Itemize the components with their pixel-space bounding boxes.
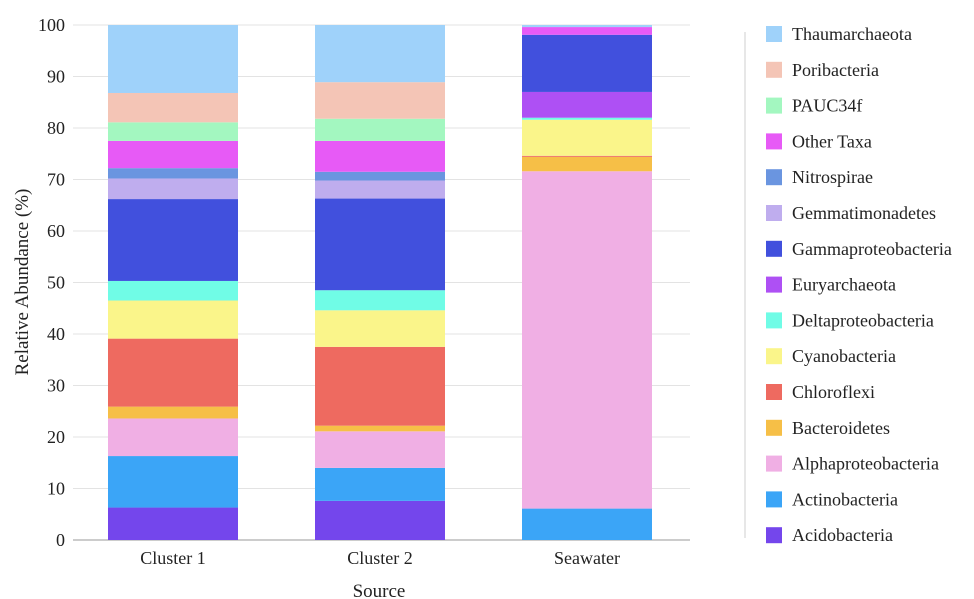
bar-segment [522, 117, 652, 120]
bar-segment [108, 456, 238, 508]
legend-swatch [766, 240, 782, 257]
bar-segment [108, 92, 238, 123]
bar-segment [108, 199, 238, 281]
bar-segment [522, 156, 652, 172]
bar-segment [108, 122, 238, 141]
legend-label: Other Taxa [792, 131, 872, 151]
bar-segment [522, 119, 652, 156]
legend-label: PAUC34f [792, 96, 862, 116]
y-tick-label: 20 [47, 427, 65, 447]
legend-label: Alphaproteobacteria [792, 454, 939, 474]
legend-swatch [766, 384, 782, 400]
legend-label: Euryarchaeota [792, 275, 896, 295]
bar-segment [108, 168, 238, 179]
bar-segment [315, 25, 445, 83]
bar-segment [315, 171, 445, 181]
legend-label: Nitrospirae [792, 167, 873, 187]
bar-segment [108, 338, 238, 407]
y-tick-label: 30 [47, 376, 65, 396]
bar-segment [315, 118, 445, 141]
x-tick-label: Seawater [554, 548, 620, 568]
legend-swatch [766, 26, 782, 42]
x-tick-label: Cluster 2 [347, 548, 413, 568]
legend-swatch [766, 97, 782, 114]
bar-segment [108, 300, 238, 339]
y-tick-label: 70 [47, 170, 65, 190]
y-tick-label: 50 [47, 273, 65, 293]
legend-label: Cyanobacteria [792, 346, 896, 366]
bars [108, 25, 652, 540]
bar-segment [522, 171, 652, 509]
legend-swatch [766, 61, 782, 78]
bar-segment [315, 82, 445, 119]
legend-swatch [766, 169, 782, 186]
y-axis-ticks: 0 10 20 30 40 50 60 70 80 90 100 [38, 15, 65, 550]
bar-segment [315, 140, 445, 172]
legend-swatch [766, 276, 782, 293]
bar-segment [315, 310, 445, 347]
legend-swatch [766, 348, 782, 365]
y-axis-title: Relative Abundance (%) [12, 189, 33, 376]
bar-segment [315, 467, 445, 501]
legend-label: Poribacteria [792, 60, 879, 80]
y-tick-label: 80 [47, 118, 65, 138]
bar-segment [108, 406, 238, 419]
y-tick-label: 100 [38, 15, 65, 35]
bar-segment [315, 198, 445, 291]
bar-segment [315, 431, 445, 468]
y-tick-label: 90 [47, 67, 65, 87]
legend-swatch [766, 455, 782, 472]
legend-label: Gammaproteobacteria [792, 239, 952, 259]
bar-segment [108, 280, 238, 301]
bar-segment [315, 425, 445, 432]
bar-segment [522, 91, 652, 118]
legend-label: Chloroflexi [792, 382, 875, 402]
legend-label: Deltaproteobacteria [792, 310, 934, 330]
legend-swatch [766, 205, 782, 221]
bar-segment [315, 290, 445, 311]
bar-segment [315, 346, 445, 426]
legend-swatch [766, 419, 782, 436]
legend: Thaumarchaeota Poribacteria PAUC34f Other T… [766, 24, 952, 545]
legend-swatch [766, 312, 782, 329]
bar-segment [108, 140, 238, 169]
y-tick-label: 0 [56, 530, 65, 550]
bar-segment [522, 508, 652, 540]
legend-label: Acidobacteria [792, 525, 893, 545]
bar-segment [108, 25, 238, 93]
x-axis-ticks: Cluster 1 Cluster 2 Seawater [140, 548, 620, 568]
bar-segment [315, 180, 445, 199]
bar-segment [522, 34, 652, 92]
y-tick-label: 40 [47, 324, 65, 344]
legend-label: Gemmatimonadetes [792, 203, 936, 223]
legend-label: Thaumarchaeota [792, 24, 912, 44]
x-axis-title: Source [353, 581, 406, 599]
bar-segment [315, 500, 445, 540]
legend-swatch [766, 491, 782, 508]
bar-segment [108, 418, 238, 457]
legend-swatch [766, 133, 782, 150]
bar-segment [108, 507, 238, 540]
x-tick-label: Cluster 1 [140, 548, 206, 568]
y-tick-label: 10 [47, 479, 65, 499]
bar-segment [108, 178, 238, 200]
legend-label: Bacteroidetes [792, 418, 890, 438]
bar-segment [522, 155, 652, 157]
bar-segment [522, 27, 652, 35]
legend-swatch [766, 527, 782, 544]
legend-label: Actinobacteria [792, 489, 898, 509]
y-tick-label: 60 [47, 221, 65, 241]
bar-segment [522, 25, 652, 28]
